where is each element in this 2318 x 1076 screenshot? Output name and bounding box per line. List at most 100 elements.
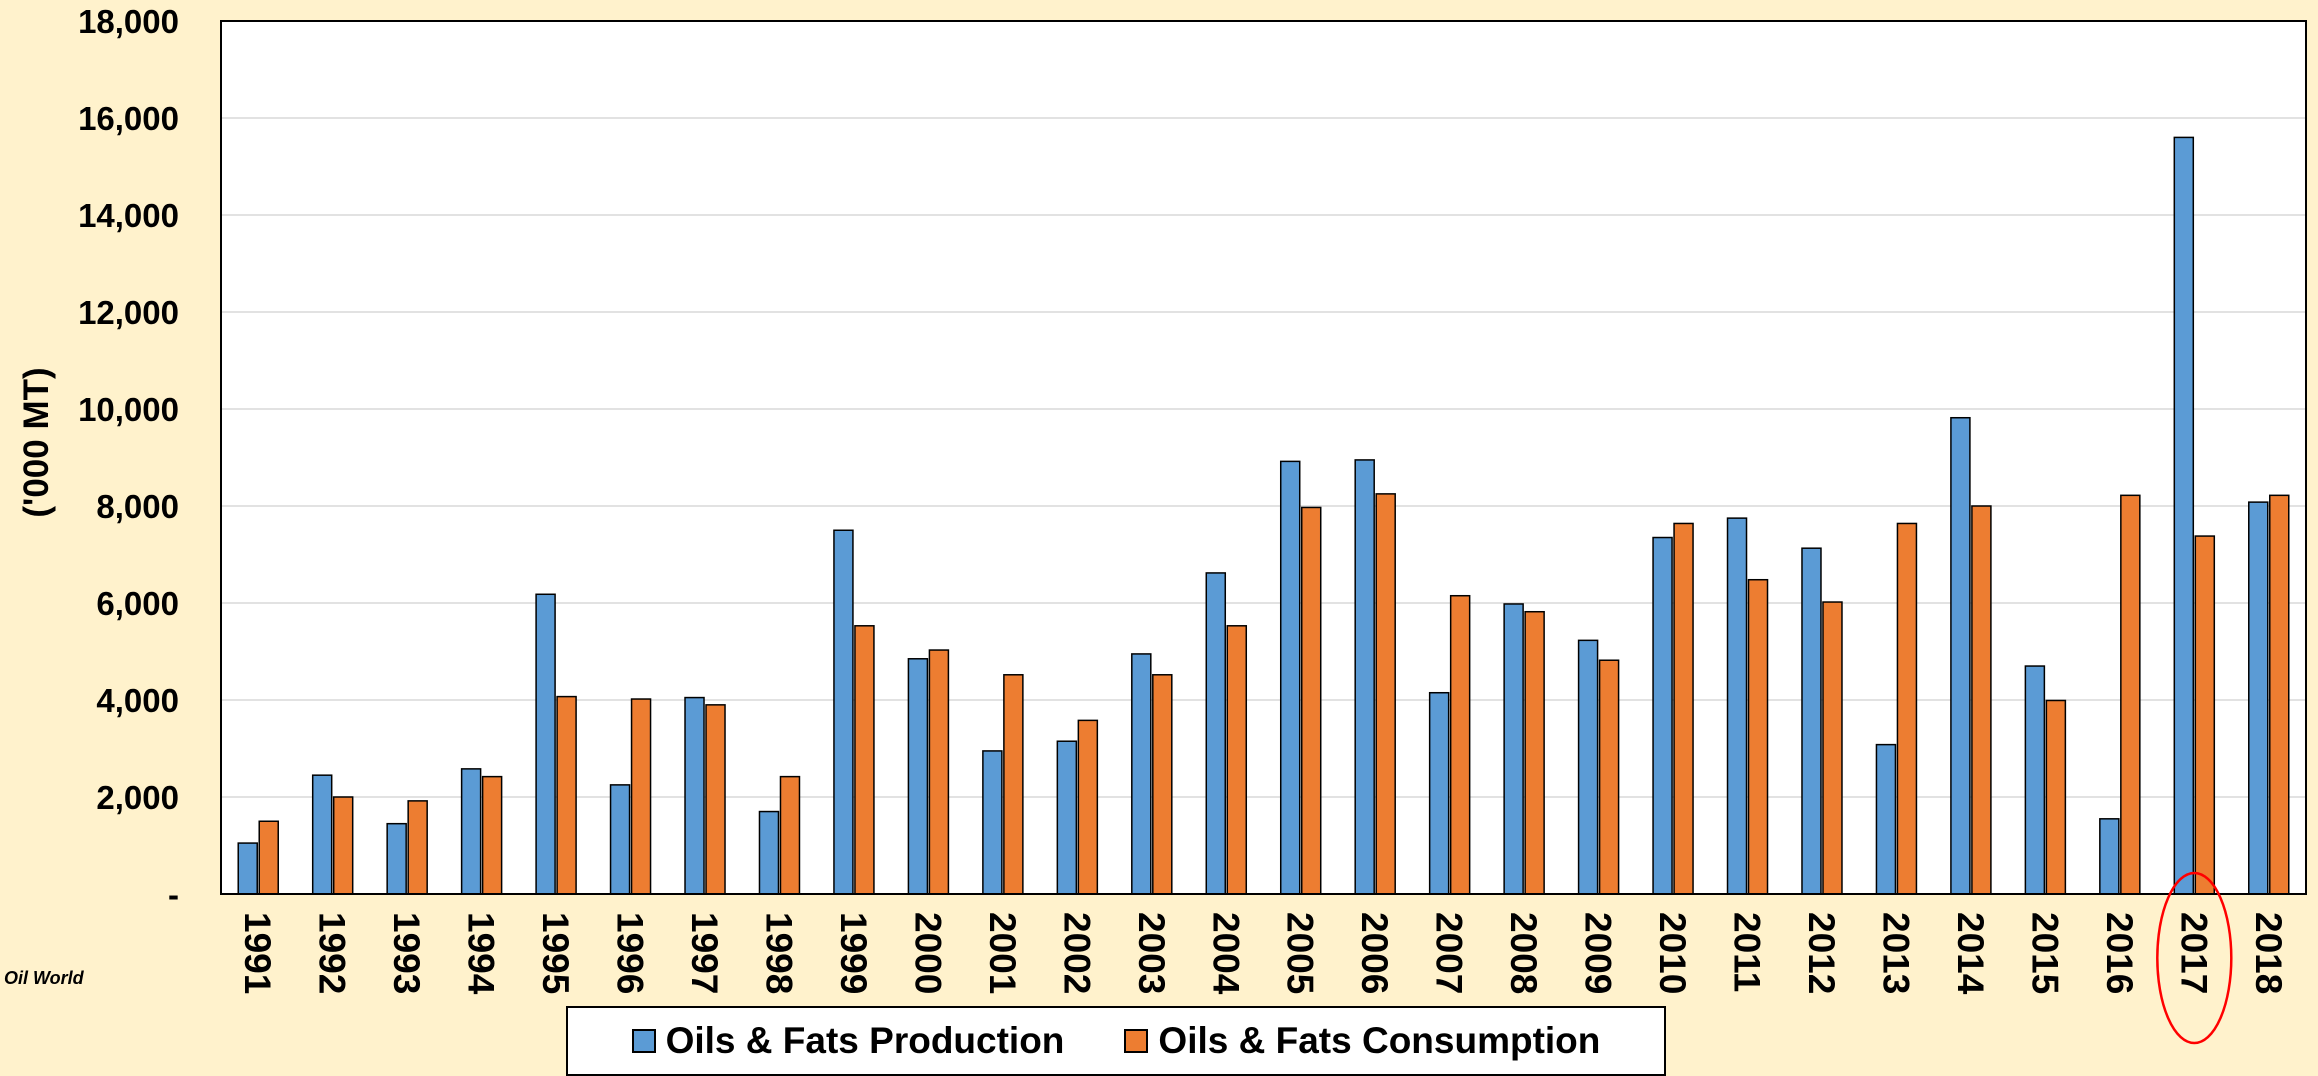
x-tick-label: 2008: [1503, 912, 1544, 994]
production-bar-2017: [2173, 136, 2195, 895]
consumption-bar-2016: [2120, 494, 2141, 895]
y-tick-label: -: [168, 876, 179, 913]
production-bar-2014: [1950, 416, 1971, 895]
production-bar-1998: [758, 810, 780, 895]
x-tick-label: 2018: [2248, 912, 2289, 994]
production-bar-2011: [1726, 517, 1748, 895]
y-tick-label: 12,000: [78, 294, 179, 331]
production-bar-1995: [535, 593, 556, 895]
legend-label-consumption: Oils & Fats Consumption: [1158, 1020, 1601, 1061]
production-bar-2001: [982, 750, 1003, 895]
x-tick-label: 2015: [2024, 912, 2065, 994]
y-axis-label: ('000 MT): [17, 367, 56, 517]
consumption-bar-2017: [2194, 535, 2216, 895]
consumption-bar-2013: [1896, 522, 1918, 895]
consumption-bar-1996: [630, 698, 652, 895]
x-tick-label: 2014: [1950, 912, 1991, 995]
production-bar-2004: [1205, 572, 1227, 895]
consumption-bar-2006: [1375, 493, 1396, 895]
y-tick-label: 14,000: [78, 197, 179, 234]
consumption-bar-2001: [1003, 674, 1024, 895]
x-tick-label: 1996: [610, 912, 651, 994]
consumption-bar-2012: [1822, 601, 1843, 895]
y-tick-label: 8,000: [96, 488, 179, 525]
x-tick-label: 1991: [237, 912, 278, 994]
legend-item-consumption: Oils & Fats Consumption: [1124, 1020, 1600, 1062]
gridlines: [221, 21, 2306, 894]
production-bar-1991: [237, 842, 258, 895]
production-bar-2016: [2099, 818, 2120, 895]
production-bar-1996: [609, 784, 631, 895]
production-bar-2015: [2024, 665, 2046, 895]
consumption-bar-1994: [481, 775, 503, 895]
production-bar-2003: [1131, 653, 1152, 895]
legend-item-production: Oils & Fats Production: [631, 1020, 1065, 1062]
consumption-bar-1993: [407, 800, 428, 895]
legend-label-production: Oils & Fats Production: [665, 1020, 1065, 1061]
production-bar-2007: [1428, 691, 1450, 895]
consumption-bar-2007: [1449, 594, 1471, 895]
production-bar-1999: [833, 529, 854, 895]
y-tick-label: 10,000: [78, 391, 179, 428]
x-tick-label: 2001: [982, 912, 1023, 994]
production-bar-1993: [386, 822, 407, 895]
consumption-bar-2009: [1598, 659, 1620, 895]
consumption-bar-1992: [332, 796, 354, 895]
x-tick-label: 1994: [461, 912, 502, 995]
consumption-bar-1998: [779, 775, 801, 895]
production-bar-2010: [1652, 536, 1673, 895]
x-tick-label: 1999: [833, 912, 874, 994]
x-tick-label: 1995: [535, 912, 576, 994]
x-tick-label: 1997: [684, 912, 725, 994]
x-tick-label: 2016: [2099, 912, 2140, 994]
y-axis-ticks: - 2,000 4,000 6,000 8,000 10,000 12,000 14,000 1…: [78, 3, 179, 913]
x-tick-label: 2006: [1354, 912, 1395, 994]
x-tick-label: 2004: [1205, 912, 1246, 995]
y-tick-label: 18,000: [78, 3, 179, 40]
x-tick-label: 2017: [2173, 912, 2214, 994]
consumption-bar-1995: [556, 695, 577, 895]
legend-swatch-production: [631, 1029, 656, 1053]
consumption-bar-2003: [1152, 674, 1173, 895]
x-tick-label: 2012: [1801, 912, 1842, 994]
consumption-bar-2011: [1747, 578, 1769, 895]
consumption-bar-2005: [1300, 506, 1322, 895]
production-bar-2000: [907, 658, 929, 895]
production-bar-2006: [1354, 459, 1375, 895]
production-bar-1994: [460, 768, 482, 895]
y-tick-label: 6,000: [96, 585, 179, 622]
consumption-bar-2000: [928, 649, 950, 895]
plot-area-border: [220, 20, 2307, 895]
source-note: Oil World: [4, 968, 84, 988]
x-tick-label: 2009: [1578, 912, 1619, 994]
production-bar-2009: [1577, 639, 1599, 895]
consumption-bar-2015: [2045, 699, 2067, 895]
production-bar-2005: [1279, 460, 1301, 895]
x-tick-label: 2003: [1131, 912, 1172, 994]
consumption-bar-2008: [1524, 610, 1545, 895]
production-bar-2012: [1801, 547, 1822, 895]
consumption-bar-1999: [854, 625, 875, 895]
production-bar-2002: [1056, 740, 1078, 895]
x-tick-label: 2005: [1280, 912, 1321, 994]
consumption-bar-2014: [1971, 505, 1992, 895]
consumption-bar-2002: [1077, 719, 1099, 895]
x-tick-label: 1993: [386, 912, 427, 994]
consumption-bar-2004: [1226, 625, 1248, 895]
y-tick-label: 4,000: [96, 682, 179, 719]
production-bar-1992: [311, 774, 333, 895]
production-bar-2018: [2248, 501, 2269, 895]
x-tick-label: 1998: [758, 912, 799, 994]
highlight-circle: [2156, 871, 2233, 1045]
production-bar-1997: [684, 696, 705, 895]
legend-swatch-consumption: [1124, 1029, 1149, 1053]
production-bar-2008: [1503, 603, 1524, 895]
x-tick-label: 1992: [312, 912, 353, 994]
x-tick-label: 2011: [1727, 912, 1768, 992]
x-tick-label: 2002: [1056, 912, 1097, 994]
consumption-bar-2010: [1673, 522, 1694, 895]
x-tick-label: 2007: [1429, 912, 1470, 994]
consumption-bar-2018: [2269, 494, 2290, 895]
legend: Oils & Fats Production Oils & Fats Consu…: [566, 1006, 1666, 1076]
